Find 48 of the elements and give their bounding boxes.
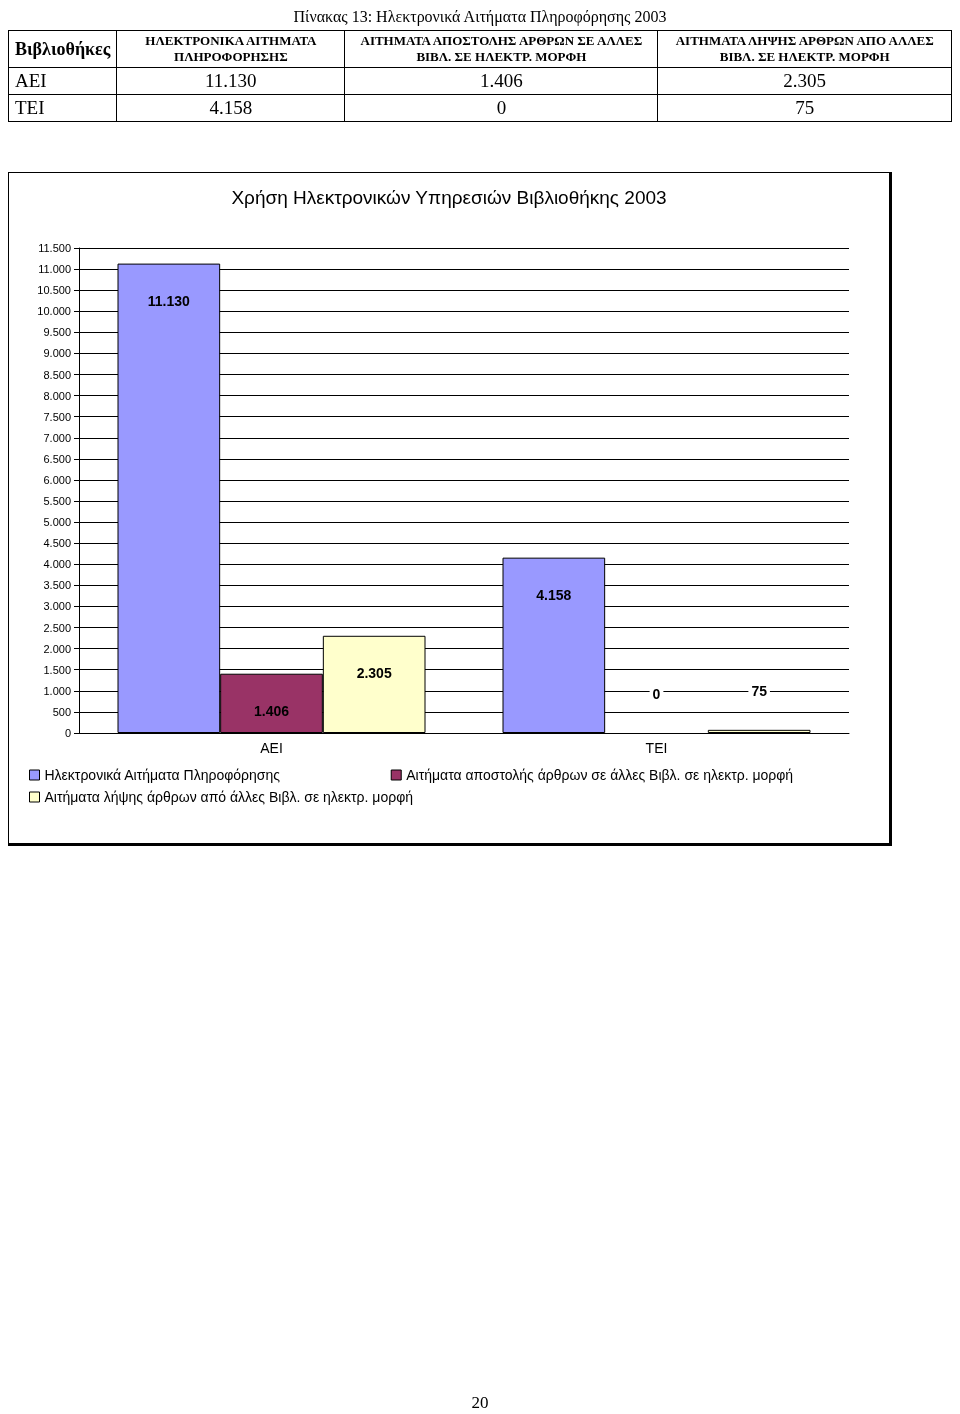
y-tick-label: 7.000 [43, 431, 71, 444]
chart-title: Χρήση Ηλεκτρονικών Υπηρεσιών Βιβλιοθήκης 2003 [231, 187, 667, 208]
text: 20 [470, 1393, 490, 1413]
y-tick-label: 0 [64, 727, 71, 739]
y-tick-label: 10.000 [37, 305, 71, 318]
y-tick-label: 2.000 [43, 642, 71, 655]
y-tick-label: 7.500 [43, 410, 71, 423]
legend-label: Αιτήματα λήψης άρθρων από άλλες Βιβλ. σε ηλεκτρ. μορφή [44, 789, 413, 805]
y-tick-label: 3.000 [43, 600, 71, 613]
y-tick-label: 9.000 [43, 347, 71, 360]
y-tick-label: 4.000 [43, 558, 71, 571]
y-tick-label: 9.500 [43, 326, 71, 339]
y-tick-label: 8.000 [43, 389, 71, 402]
data-label: 75 [751, 682, 768, 699]
y-tick-label: 6.500 [43, 452, 71, 465]
data-label: 1.406 [253, 702, 290, 719]
data-label: 0 [652, 686, 661, 702]
y-tick-label: 6.000 [43, 473, 71, 486]
y-tick-label: 10.500 [37, 284, 71, 297]
legend-label: Ηλεκτρονικά Αιτήματα Πληροφόρησης [44, 767, 281, 783]
text: 4.158 [209, 97, 253, 118]
text: ΑΙΤΗΜΑΤΑ ΛΗΨΗΣ ΑΡΘΡΩΝ ΑΠΟ ΑΛΛΕΣ ΒΙΒΛ. ΣΕ ΗΛΕΚΤΡ. ΜΟΡΦΗ [657, 30, 952, 68]
text: ΗΛΕΚΤΡΟΝΙΚΑ ΑΙΤΗΜΑΤΑ ΠΛΗΡΟΦΟΡΗΣΗΣ [116, 30, 345, 68]
y-tick-label: 3.500 [43, 579, 71, 592]
text: ΑΙΤΗΜΑΤΑ ΑΠΟΣΤΟΛΗΣ ΑΡΘΡΩΝ ΣΕ ΑΛΛΕΣ ΒΙΒΛ. ΣΕ ΗΛΕΚΤΡ. ΜΟΡΦΗ [344, 30, 658, 68]
category-label: ΤΕΙ [15, 97, 45, 118]
data-label: 4.158 [536, 586, 572, 603]
y-tick-label: 500 [52, 705, 71, 718]
text: 11.130 [205, 70, 257, 91]
text: 75 [795, 97, 815, 118]
text: Βιβλιοθήκες [8, 30, 117, 68]
y-tick-label: 4.500 [43, 537, 71, 550]
text: 1.406 [480, 70, 523, 91]
y-tick-label: 5.000 [43, 516, 71, 529]
y-tick-label: 11.500 [38, 242, 71, 254]
data-label: 11.130 [147, 292, 191, 309]
text: 0 [496, 97, 507, 118]
y-tick-label: 8.500 [43, 368, 71, 381]
chart-subtitle: Πίνακας 13: Ηλεκτρονικά Αιτήματα Πληροφόρησης 2003 [292, 8, 668, 26]
y-tick-label: 1.500 [43, 663, 71, 676]
y-tick-label: 11.000 [38, 263, 71, 276]
legend-label: Αιτήματα αποστολής άρθρων σε άλλες Βιβλ. σε ηλεκτρ. μορφή [406, 767, 794, 783]
y-tick-label: 1.000 [43, 684, 71, 697]
y-tick-label: 2.500 [43, 621, 71, 634]
category-label: ΑΕΙ [15, 70, 47, 91]
data-label: 2.305 [356, 664, 392, 681]
text: 2.305 [783, 70, 827, 91]
y-tick-label: 5.500 [43, 495, 71, 508]
